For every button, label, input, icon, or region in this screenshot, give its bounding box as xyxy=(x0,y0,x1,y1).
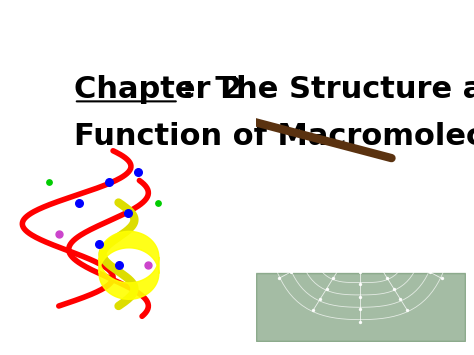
Point xyxy=(363,222,371,227)
Point xyxy=(391,214,399,219)
Point xyxy=(380,245,387,250)
Point xyxy=(390,179,398,184)
Point xyxy=(275,275,283,281)
Point xyxy=(356,282,364,287)
Point xyxy=(155,200,162,206)
Point xyxy=(329,275,337,281)
Point xyxy=(356,146,364,151)
Point xyxy=(356,269,364,275)
Point xyxy=(356,319,364,324)
Point xyxy=(287,269,294,275)
Point xyxy=(125,211,132,216)
Point xyxy=(333,220,341,225)
Point xyxy=(310,157,317,163)
Text: Function of Macromolecules: Function of Macromolecules xyxy=(74,122,474,151)
Point xyxy=(426,269,434,275)
Point xyxy=(438,189,445,195)
Point xyxy=(322,251,329,256)
Point xyxy=(403,307,411,313)
Point xyxy=(316,232,324,238)
Point xyxy=(356,170,364,176)
Point xyxy=(397,232,404,238)
Point xyxy=(329,189,337,195)
Point xyxy=(316,168,324,174)
Point xyxy=(414,201,422,207)
Point xyxy=(275,189,283,195)
Point xyxy=(397,168,404,174)
Point xyxy=(370,211,377,217)
Point xyxy=(410,232,418,238)
Point xyxy=(145,262,152,268)
Point xyxy=(423,232,431,238)
Point xyxy=(343,211,351,217)
Point xyxy=(329,232,337,238)
Point xyxy=(356,294,364,300)
Point xyxy=(414,263,422,269)
Point xyxy=(356,207,364,213)
Text: :  The Structure and: : The Structure and xyxy=(182,75,474,104)
Point xyxy=(343,232,351,238)
Point xyxy=(356,306,364,312)
Point xyxy=(368,238,375,244)
Point xyxy=(45,180,53,185)
Point xyxy=(55,231,63,237)
Point xyxy=(403,257,410,263)
Point xyxy=(115,262,122,268)
Point xyxy=(310,207,318,213)
Point xyxy=(287,195,294,201)
Point xyxy=(343,253,351,259)
Point xyxy=(345,226,353,232)
Point xyxy=(356,257,364,263)
Point xyxy=(299,201,306,207)
Point xyxy=(333,245,341,250)
Point xyxy=(383,189,391,195)
Point xyxy=(383,275,391,281)
Text: Chapter 2: Chapter 2 xyxy=(74,75,242,104)
Point xyxy=(438,275,445,281)
Point xyxy=(376,200,384,206)
Point xyxy=(397,296,404,302)
Point xyxy=(95,241,102,247)
Point xyxy=(310,257,318,263)
Point xyxy=(350,222,357,227)
Point xyxy=(345,238,353,244)
Point xyxy=(370,253,377,259)
Point xyxy=(380,220,387,225)
Point xyxy=(322,214,329,219)
Point xyxy=(323,179,330,184)
Point xyxy=(363,243,371,248)
Point xyxy=(376,264,384,270)
Point xyxy=(290,232,297,238)
Point xyxy=(426,195,434,201)
Point xyxy=(299,263,306,269)
Point xyxy=(437,232,445,238)
Point xyxy=(337,264,344,270)
Point xyxy=(303,232,310,238)
Point xyxy=(403,157,411,163)
Point xyxy=(368,226,375,232)
Point xyxy=(356,158,364,164)
Point xyxy=(450,232,458,238)
Point xyxy=(356,183,364,189)
Point xyxy=(75,200,82,206)
Point xyxy=(390,286,398,291)
Point xyxy=(370,232,377,238)
Point xyxy=(263,232,270,238)
Point xyxy=(356,195,364,201)
Point xyxy=(323,286,330,291)
Point xyxy=(105,180,112,185)
Point xyxy=(383,232,391,238)
Point xyxy=(337,200,344,206)
Point xyxy=(403,207,410,213)
Point xyxy=(356,245,364,250)
Point xyxy=(316,296,324,302)
Point xyxy=(135,169,142,175)
Point xyxy=(356,220,364,225)
Point xyxy=(276,232,283,238)
Point xyxy=(310,307,317,313)
Point xyxy=(391,251,399,256)
Point xyxy=(350,243,357,248)
